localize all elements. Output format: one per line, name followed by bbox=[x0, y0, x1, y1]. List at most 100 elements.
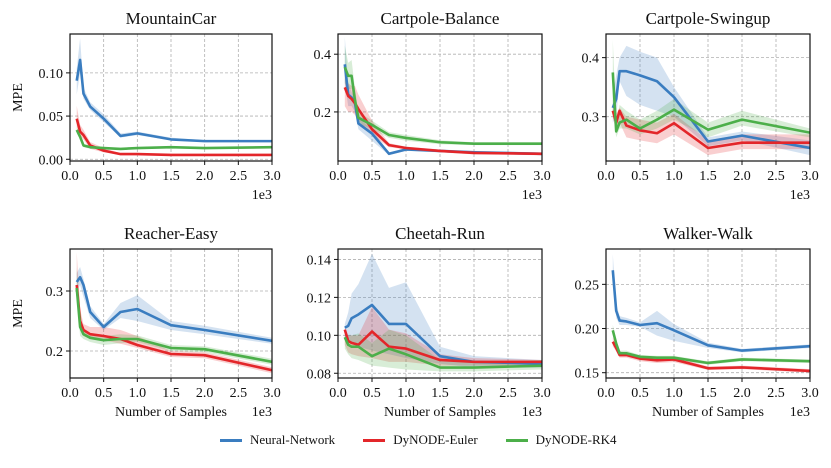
x-tick-label: 1.0 bbox=[397, 386, 415, 401]
legend-item-dynode-euler: DyNODE-Euler bbox=[363, 432, 478, 448]
series-line-dynode-euler bbox=[75, 118, 272, 157]
series-line-neural-network bbox=[611, 69, 810, 150]
subplot-title: Cheetah-Run bbox=[395, 224, 485, 243]
y-tick-label: 0.15 bbox=[575, 367, 600, 382]
y-tick-label: 0.05 bbox=[39, 110, 64, 125]
legend-label: DyNODE-RK4 bbox=[535, 432, 617, 447]
x-offset-label: 1e3 bbox=[522, 188, 542, 203]
x-tick-label: 2.0 bbox=[465, 169, 483, 184]
x-tick-label: 2.0 bbox=[196, 169, 214, 184]
confidence-band-dynode-rk4 bbox=[344, 329, 542, 372]
y-tick-label: 0.00 bbox=[39, 153, 64, 168]
series-line-dynode-rk4 bbox=[75, 287, 272, 364]
y-tick-label: 0.14 bbox=[307, 253, 332, 268]
x-tick-label: 2.0 bbox=[196, 386, 214, 401]
y-tick-label: 0.25 bbox=[575, 278, 600, 293]
legend-item-neural-network: Neural-Network bbox=[220, 432, 335, 448]
confidence-band-dynode-euler bbox=[76, 252, 272, 374]
confidence-band-dynode-rk4 bbox=[76, 267, 272, 365]
x-tick-label: 2.5 bbox=[767, 169, 785, 184]
series-line-neural-network bbox=[75, 58, 272, 143]
subplot-title: Cartpole-Swingup bbox=[646, 9, 771, 28]
x-offset-label: 1e3 bbox=[790, 188, 810, 203]
series-line-neural-network bbox=[75, 275, 272, 343]
x-tick-label: 1.0 bbox=[665, 169, 683, 184]
y-axis-label: MPE bbox=[11, 83, 26, 112]
x-offset-label: 1e3 bbox=[522, 405, 542, 420]
y-tick-label: 0.10 bbox=[39, 67, 64, 82]
figure: 0.0 0.5 1.0 1.5 2.0 2.5 3.0 0.00 0.05 0.10 Mountai… bbox=[11, 9, 819, 420]
x-offset-label: 1e3 bbox=[790, 405, 810, 420]
axes-frame bbox=[605, 248, 811, 379]
legend-label: Neural-Network bbox=[250, 432, 336, 447]
x-tick-label: 0.5 bbox=[95, 386, 113, 401]
axes-frame bbox=[337, 248, 543, 379]
x-tick-label: 0.5 bbox=[631, 386, 649, 401]
x-tick-label: 1.0 bbox=[397, 169, 415, 184]
x-tick-label: 1.5 bbox=[699, 386, 717, 401]
confidence-band-neural-network bbox=[612, 45, 810, 156]
plot-area bbox=[611, 254, 810, 373]
y-tick-label: 0.4 bbox=[582, 52, 600, 67]
y-tick-label: 0.3 bbox=[582, 111, 600, 126]
axes-frame bbox=[69, 33, 273, 162]
x-tick-label: 3.0 bbox=[533, 169, 551, 184]
x-tick-label: 3.0 bbox=[263, 386, 281, 401]
y-tick-label: 0.2 bbox=[46, 345, 64, 360]
series-line-dynode-rk4 bbox=[75, 129, 272, 151]
x-tick-label: 3.0 bbox=[801, 169, 819, 184]
x-tick-label: 0.0 bbox=[329, 386, 347, 401]
axes-frame bbox=[605, 33, 811, 162]
x-tick-label: 1.5 bbox=[162, 386, 180, 401]
y-tick-label: 0.08 bbox=[307, 367, 332, 382]
y-tick-label: 0.20 bbox=[575, 323, 600, 338]
legend-swatch bbox=[220, 438, 242, 442]
x-tick-label: 0.5 bbox=[95, 169, 113, 184]
x-tick-label: 2.0 bbox=[733, 386, 751, 401]
confidence-band-neural-network bbox=[612, 254, 810, 353]
x-tick-label: 3.0 bbox=[533, 386, 551, 401]
confidence-band-dynode-rk4 bbox=[612, 39, 810, 138]
plot-area bbox=[611, 39, 810, 156]
subplot-title: Reacher-Easy bbox=[124, 224, 219, 243]
subplot-reacher-easy: 0.0 0.5 1.0 1.5 2.0 2.5 3.0 0.2 0.3 Reacher-Easy 1… bbox=[11, 224, 281, 420]
x-tick-label: 3.0 bbox=[801, 386, 819, 401]
legend: Neural-Network DyNODE-Euler DyNODE-RK4 bbox=[220, 432, 617, 448]
x-tick-label: 2.5 bbox=[230, 169, 248, 184]
x-tick-label: 1.5 bbox=[431, 169, 449, 184]
confidence-band-neural-network bbox=[76, 267, 272, 344]
plot-area bbox=[75, 38, 272, 157]
x-tick-label: 2.0 bbox=[733, 169, 751, 184]
axes-frame bbox=[69, 248, 273, 379]
x-tick-label: 2.5 bbox=[767, 386, 785, 401]
subplot-title: Walker-Walk bbox=[663, 224, 753, 243]
legend-item-dynode-rk4: DyNODE-RK4 bbox=[505, 432, 617, 448]
series-line-dynode-rk4 bbox=[343, 336, 542, 369]
x-tick-label: 3.0 bbox=[263, 169, 281, 184]
x-tick-label: 1.5 bbox=[699, 169, 717, 184]
subplot-cheetah-run: 0.0 0.5 1.0 1.5 2.0 2.5 3.0 0.08 0.10 0.12 0.14 Che… bbox=[307, 224, 551, 420]
series-line-dynode-rk4 bbox=[611, 72, 810, 134]
x-tick-label: 1.0 bbox=[665, 386, 683, 401]
confidence-band-neural-network bbox=[76, 38, 272, 142]
series-line-neural-network bbox=[344, 303, 542, 366]
legend-swatch bbox=[505, 438, 528, 442]
axes-frame bbox=[337, 33, 543, 162]
x-tick-label: 2.5 bbox=[499, 169, 517, 184]
x-tick-label: 1.5 bbox=[162, 169, 180, 184]
y-tick-label: 0.10 bbox=[307, 329, 332, 344]
plot-area bbox=[75, 252, 272, 374]
subplot-title: Cartpole-Balance bbox=[381, 9, 500, 28]
series-line-dynode-rk4 bbox=[343, 66, 542, 145]
subplot-cartpole-balance: 0.0 0.5 1.0 1.5 2.0 2.5 3.0 0.2 0.4 Cartpole-Bala… bbox=[314, 9, 551, 203]
y-tick-label: 0.2 bbox=[314, 106, 332, 121]
x-axis-label: Number of Samples bbox=[384, 405, 496, 420]
x-tick-label: 0.5 bbox=[631, 169, 649, 184]
legend-label: DyNODE-Euler bbox=[393, 432, 478, 447]
x-tick-label: 0.0 bbox=[597, 169, 615, 184]
plot-area bbox=[343, 36, 542, 156]
x-tick-label: 0.5 bbox=[363, 169, 381, 184]
plot-area bbox=[343, 253, 542, 372]
series-line-dynode-euler bbox=[343, 329, 542, 364]
series-line-dynode-euler bbox=[611, 109, 810, 150]
